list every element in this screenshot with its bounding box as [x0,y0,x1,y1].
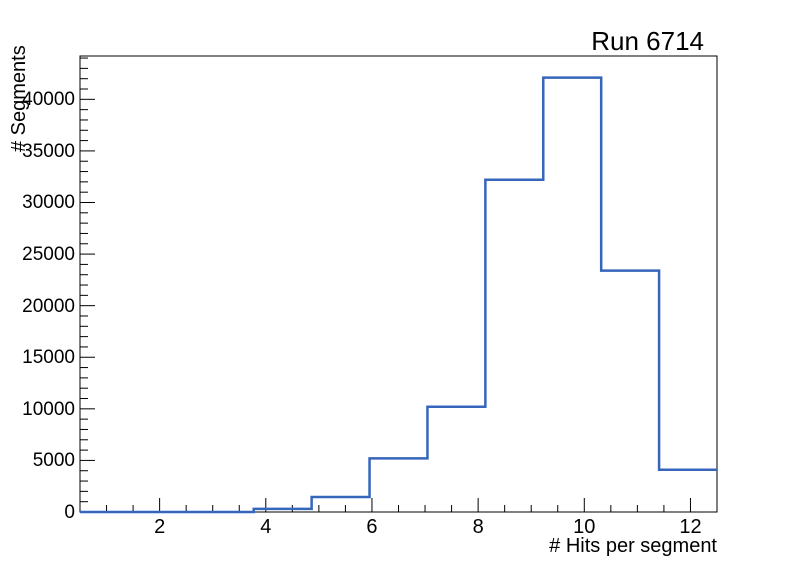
x-tick-label: 4 [260,516,272,538]
y-tick-label: 15000 [22,347,75,369]
x-tick-label: 10 [573,516,596,538]
y-tick-label: 25000 [22,244,75,266]
x-tick-label: 2 [154,516,166,538]
plot-frame [79,55,718,513]
y-tick-label: 40000 [22,89,75,111]
x-tick-label: 12 [679,516,702,538]
y-tick-label: 0 [64,502,75,523]
chart-title: Run 6714 [591,26,704,56]
y-tick-label: 20000 [22,295,75,317]
y-tick-label: 10000 [22,398,75,420]
histogram-line [80,76,717,514]
y-tick-label: 5000 [32,450,75,472]
y-tick-label: 30000 [22,192,75,214]
x-tick-label: 6 [366,516,378,538]
x-axis-title: # Hits per segment [549,535,717,557]
x-tick-label: 8 [472,516,484,538]
y-tick-label: 35000 [22,140,75,162]
